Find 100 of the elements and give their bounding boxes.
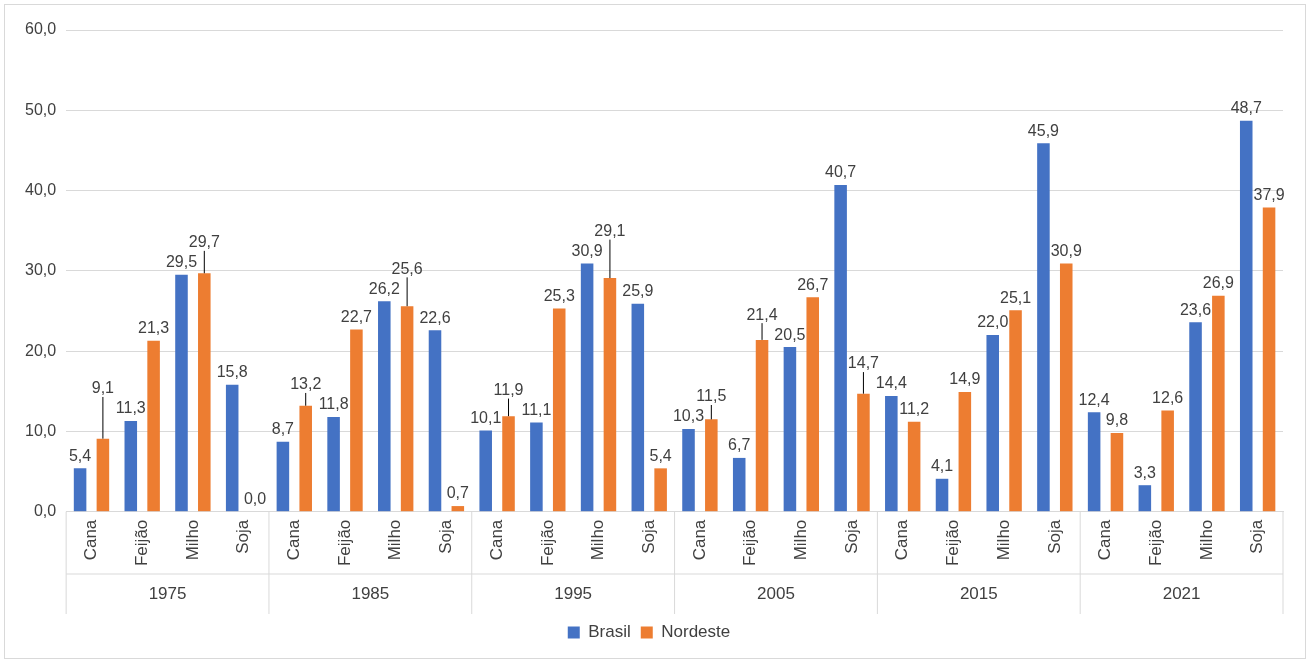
- data-label: 26,2: [368, 279, 400, 297]
- bar: [958, 392, 972, 512]
- data-label: 6,7: [728, 436, 751, 454]
- data-label: 0,0: [243, 490, 267, 508]
- text: 1975: [148, 583, 187, 603]
- data-label: 25,6: [391, 259, 423, 277]
- bar: [885, 396, 898, 512]
- bar: [755, 339, 769, 512]
- text: 2015: [959, 583, 998, 603]
- data-label: 9,1: [91, 379, 115, 397]
- bar: [400, 306, 414, 512]
- bar: [986, 335, 999, 512]
- data-label: 30,9: [1050, 242, 1082, 260]
- data-label: 5,4: [68, 446, 92, 464]
- data-label: 26,7: [797, 275, 829, 293]
- data-label: 21,4: [746, 305, 778, 323]
- bar: [1059, 263, 1073, 512]
- x-tick-label: Feijão: [1145, 519, 1165, 567]
- data-label: 15,8: [216, 363, 248, 381]
- y-tick-label: 30,0: [25, 261, 57, 279]
- bar: [1110, 433, 1124, 512]
- data-label: 23,6: [1179, 300, 1212, 318]
- text: 1995: [554, 583, 593, 603]
- data-label: 29,5: [165, 253, 198, 271]
- bar: [147, 340, 160, 512]
- x-tick-label: Soja: [436, 519, 456, 554]
- x-tick-label: Feijão: [334, 519, 354, 567]
- data-label: 22,7: [340, 307, 373, 325]
- data-label: 45,9: [1027, 121, 1060, 139]
- bar: [834, 184, 847, 512]
- bar: [1037, 143, 1050, 512]
- legend-label: Brasil: [588, 622, 631, 642]
- bar: [299, 405, 312, 512]
- data-label: 20,5: [774, 325, 806, 343]
- x-tick-label: Cana: [283, 519, 303, 561]
- y-tick-label: 40,0: [25, 180, 57, 198]
- x-tick-label: Cana: [486, 519, 506, 561]
- data-label: 30,9: [571, 242, 603, 260]
- data-label: 0,7: [446, 484, 470, 502]
- x-tick-label: Cana: [81, 519, 101, 561]
- data-label: 10,3: [672, 407, 705, 425]
- bar: [428, 330, 442, 512]
- bar: [378, 301, 391, 512]
- x-tick-label: Cana: [1095, 519, 1115, 561]
- data-label: 14,7: [847, 354, 880, 372]
- data-label: 37,9: [1253, 185, 1285, 203]
- bar: [705, 419, 718, 512]
- data-label: 11,3: [115, 399, 146, 417]
- bar: [1161, 410, 1174, 512]
- bar: [1212, 295, 1225, 512]
- data-label: 12,4: [1078, 390, 1110, 408]
- x-tick-label: Feijão: [537, 519, 557, 567]
- x-tick-label: Cana: [689, 519, 709, 561]
- bar: [857, 393, 870, 512]
- x-tick-label: Milho: [1196, 519, 1216, 561]
- data-label: 12,6: [1152, 388, 1184, 406]
- bar: [631, 303, 645, 512]
- bar: [654, 468, 667, 512]
- text: 2005: [757, 583, 795, 603]
- text: 2021: [1162, 583, 1201, 603]
- bar: [1239, 120, 1253, 512]
- data-label: 13,2: [290, 375, 322, 393]
- data-label: 29,1: [594, 222, 626, 240]
- bar: [806, 297, 820, 512]
- data-label: 9,8: [1105, 411, 1129, 429]
- x-tick-label: Milho: [385, 519, 405, 561]
- bar: [682, 429, 695, 512]
- x-tick-label: Feijão: [131, 519, 151, 567]
- bar: [1262, 207, 1276, 512]
- bar: [479, 430, 492, 512]
- data-label: 14,9: [949, 370, 981, 388]
- bar: [124, 420, 138, 512]
- bar: [276, 441, 290, 512]
- data-label: 25,1: [999, 288, 1032, 306]
- x-tick-label: Soja: [841, 519, 861, 554]
- x-tick-label: Milho: [588, 519, 608, 561]
- data-label: 11,8: [318, 395, 349, 413]
- data-label: 5,4: [649, 446, 672, 464]
- bar: [1009, 310, 1022, 512]
- bar: [96, 438, 110, 512]
- data-label: 11,2: [899, 400, 930, 418]
- data-label: 11,5: [696, 387, 727, 405]
- bar: [350, 329, 363, 512]
- bar: [225, 384, 239, 512]
- x-tick-label: Milho: [791, 519, 811, 561]
- data-label: 4,1: [930, 457, 954, 475]
- data-label: 21,3: [138, 319, 170, 337]
- data-label: 25,3: [543, 286, 575, 304]
- bar: [327, 416, 340, 512]
- bar: [73, 468, 87, 512]
- bar: [552, 308, 566, 512]
- x-tick-label: Soja: [1247, 519, 1267, 554]
- data-label: 14,4: [875, 374, 907, 392]
- y-tick-label: 10,0: [25, 421, 57, 439]
- x-tick-label: Feijão: [943, 519, 963, 567]
- bar: [502, 416, 515, 512]
- data-label: 22,0: [977, 313, 1009, 331]
- bar: [198, 273, 211, 512]
- y-tick-label: 0,0: [33, 502, 57, 520]
- legend-label: Nordeste: [661, 622, 731, 642]
